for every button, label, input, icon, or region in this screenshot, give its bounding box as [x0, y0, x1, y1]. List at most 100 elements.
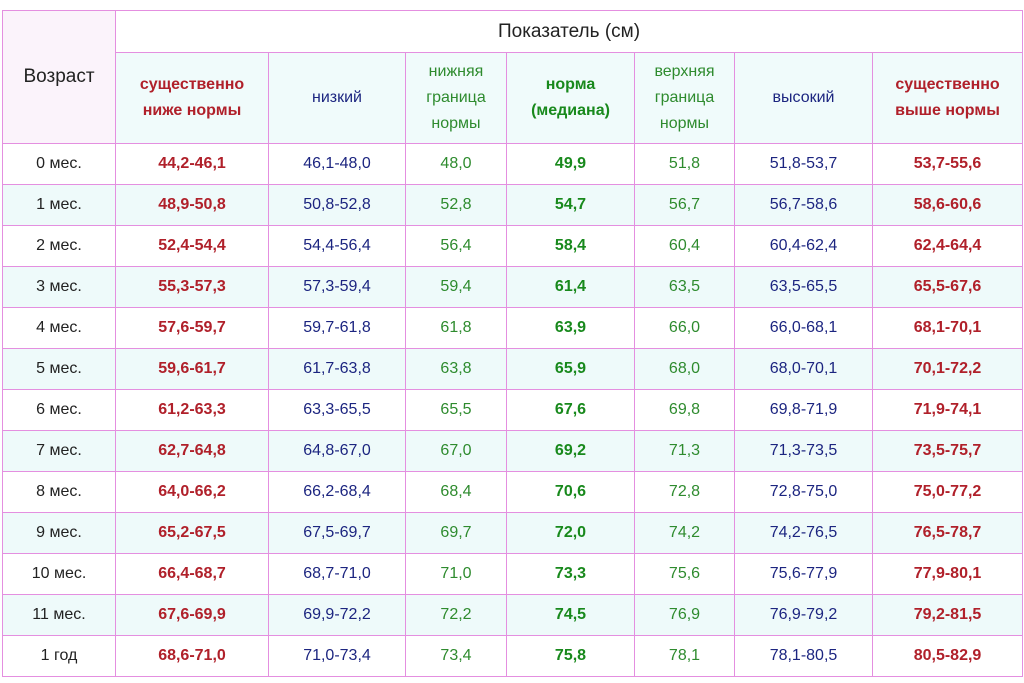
age-cell: 7 мес. — [2, 430, 116, 472]
column-header: существенно ниже нормы — [115, 52, 269, 144]
value-cell: 68,0 — [634, 348, 735, 390]
value-cell: 79,2-81,5 — [871, 594, 1024, 636]
value-cell: 68,6-71,0 — [115, 635, 269, 677]
header-row: Возраст Показатель (см) — [2, 10, 1024, 144]
value-cell: 48,0 — [405, 143, 507, 185]
value-cell: 77,9-80,1 — [871, 553, 1024, 595]
value-cell: 46,1-48,0 — [268, 143, 406, 185]
value-cell: 56,7-58,6 — [734, 184, 873, 226]
value-cell: 73,4 — [405, 635, 507, 677]
value-cell: 65,9 — [506, 348, 635, 390]
value-cell: 71,3 — [634, 430, 735, 472]
table-row: 0 мес. 44,2-46,1 46,1-48,0 48,0 49,9 51,8 51,8… — [2, 143, 1024, 185]
value-cell: 69,8 — [634, 389, 735, 431]
value-cell: 60,4 — [634, 225, 735, 267]
age-cell: 9 мес. — [2, 512, 116, 554]
value-cell: 65,5-67,6 — [871, 266, 1024, 308]
table-row: 1 мес. 48,9-50,8 50,8-52,8 52,8 54,7 56,7 56,7… — [2, 184, 1024, 226]
value-cell: 55,3-57,3 — [115, 266, 269, 308]
value-cell: 76,5-78,7 — [871, 512, 1024, 554]
value-cell: 76,9-79,2 — [734, 594, 873, 636]
value-cell: 74,5 — [506, 594, 635, 636]
table-row: 10 мес. 66,4-68,7 68,7-71,0 71,0 73,3 75,6 75,… — [2, 553, 1024, 595]
value-cell: 71,0-73,4 — [268, 635, 406, 677]
table-row: 5 мес. 59,6-61,7 61,7-63,8 63,8 65,9 68,0 68,0… — [2, 348, 1024, 390]
value-cell: 49,9 — [506, 143, 635, 185]
value-cell: 76,9 — [634, 594, 735, 636]
value-cell: 69,7 — [405, 512, 507, 554]
value-cell: 58,6-60,6 — [871, 184, 1024, 226]
age-cell: 10 мес. — [2, 553, 116, 595]
age-cell: 6 мес. — [2, 389, 116, 431]
age-cell: 11 мес. — [2, 594, 116, 636]
value-cell: 58,4 — [506, 225, 635, 267]
value-cell: 48,9-50,8 — [115, 184, 269, 226]
value-cell: 69,9-72,2 — [268, 594, 406, 636]
value-cell: 65,5 — [405, 389, 507, 431]
value-cell: 62,7-64,8 — [115, 430, 269, 472]
value-cell: 78,1-80,5 — [734, 635, 873, 677]
age-cell: 4 мес. — [2, 307, 116, 349]
table-row: 1 год 68,6-71,0 71,0-73,4 73,4 75,8 78,1 78,1-… — [2, 635, 1024, 677]
group-header: Показатель (см) — [114, 10, 1024, 53]
value-cell: 56,4 — [405, 225, 507, 267]
value-cell: 52,4-54,4 — [115, 225, 269, 267]
value-cell: 44,2-46,1 — [115, 143, 269, 185]
value-cell: 72,2 — [405, 594, 507, 636]
value-cell: 66,0-68,1 — [734, 307, 873, 349]
column-header: норма (медиана) — [506, 52, 635, 144]
value-cell: 75,8 — [506, 635, 635, 677]
value-cell: 54,4-56,4 — [268, 225, 406, 267]
value-cell: 67,5-69,7 — [268, 512, 406, 554]
value-cell: 72,8-75,0 — [734, 471, 873, 513]
value-cell: 67,0 — [405, 430, 507, 472]
value-cell: 54,7 — [506, 184, 635, 226]
table-row: 6 мес. 61,2-63,3 63,3-65,5 65,5 67,6 69,8 69,8… — [2, 389, 1024, 431]
age-cell: 0 мес. — [2, 143, 116, 185]
value-cell: 71,0 — [405, 553, 507, 595]
value-cell: 70,1-72,2 — [871, 348, 1024, 390]
value-cell: 72,8 — [634, 471, 735, 513]
value-cell: 51,8-53,7 — [734, 143, 873, 185]
age-cell: 1 год — [2, 635, 116, 677]
value-cell: 50,8-52,8 — [268, 184, 406, 226]
age-cell: 1 мес. — [2, 184, 116, 226]
value-cell: 78,1 — [634, 635, 735, 677]
value-cell: 68,0-70,1 — [734, 348, 873, 390]
column-header: высокий — [734, 52, 873, 144]
value-cell: 61,2-63,3 — [115, 389, 269, 431]
value-cell: 51,8 — [634, 143, 735, 185]
table-row: 11 мес. 67,6-69,9 69,9-72,2 72,2 74,5 76,9 76,… — [2, 594, 1024, 636]
column-header-row: существенно ниже нормы низкий нижняя грани… — [3, 52, 1024, 144]
value-cell: 75,6 — [634, 553, 735, 595]
value-cell: 60,4-62,4 — [734, 225, 873, 267]
value-cell: 71,9-74,1 — [871, 389, 1024, 431]
value-cell: 68,1-70,1 — [871, 307, 1024, 349]
growth-table: Возраст Показатель (см) существенно ниже… — [2, 10, 1024, 677]
value-cell: 68,7-71,0 — [268, 553, 406, 595]
table-row: 9 мес. 65,2-67,5 67,5-69,7 69,7 72,0 74,2 74,2… — [2, 512, 1024, 554]
value-cell: 67,6-69,9 — [115, 594, 269, 636]
value-cell: 66,4-68,7 — [115, 553, 269, 595]
value-cell: 64,0-66,2 — [115, 471, 269, 513]
value-cell: 70,6 — [506, 471, 635, 513]
value-cell: 63,9 — [506, 307, 635, 349]
value-cell: 64,8-67,0 — [268, 430, 406, 472]
value-cell: 63,3-65,5 — [268, 389, 406, 431]
table-row: 7 мес. 62,7-64,8 64,8-67,0 67,0 69,2 71,3 71,3… — [2, 430, 1024, 472]
age-cell: 5 мес. — [2, 348, 116, 390]
value-cell: 69,8-71,9 — [734, 389, 873, 431]
value-cell: 73,5-75,7 — [871, 430, 1024, 472]
table-row: 4 мес. 57,6-59,7 59,7-61,8 61,8 63,9 66,0 66,0… — [2, 307, 1024, 349]
value-cell: 63,5 — [634, 266, 735, 308]
value-cell: 67,6 — [506, 389, 635, 431]
value-cell: 75,0-77,2 — [871, 471, 1024, 513]
value-cell: 61,4 — [506, 266, 635, 308]
table-row: 2 мес. 52,4-54,4 54,4-56,4 56,4 58,4 60,4 60,4… — [2, 225, 1024, 267]
value-cell: 69,2 — [506, 430, 635, 472]
value-cell: 80,5-82,9 — [871, 635, 1024, 677]
value-cell: 52,8 — [405, 184, 507, 226]
age-cell: 3 мес. — [2, 266, 116, 308]
value-cell: 66,0 — [634, 307, 735, 349]
value-cell: 59,4 — [405, 266, 507, 308]
